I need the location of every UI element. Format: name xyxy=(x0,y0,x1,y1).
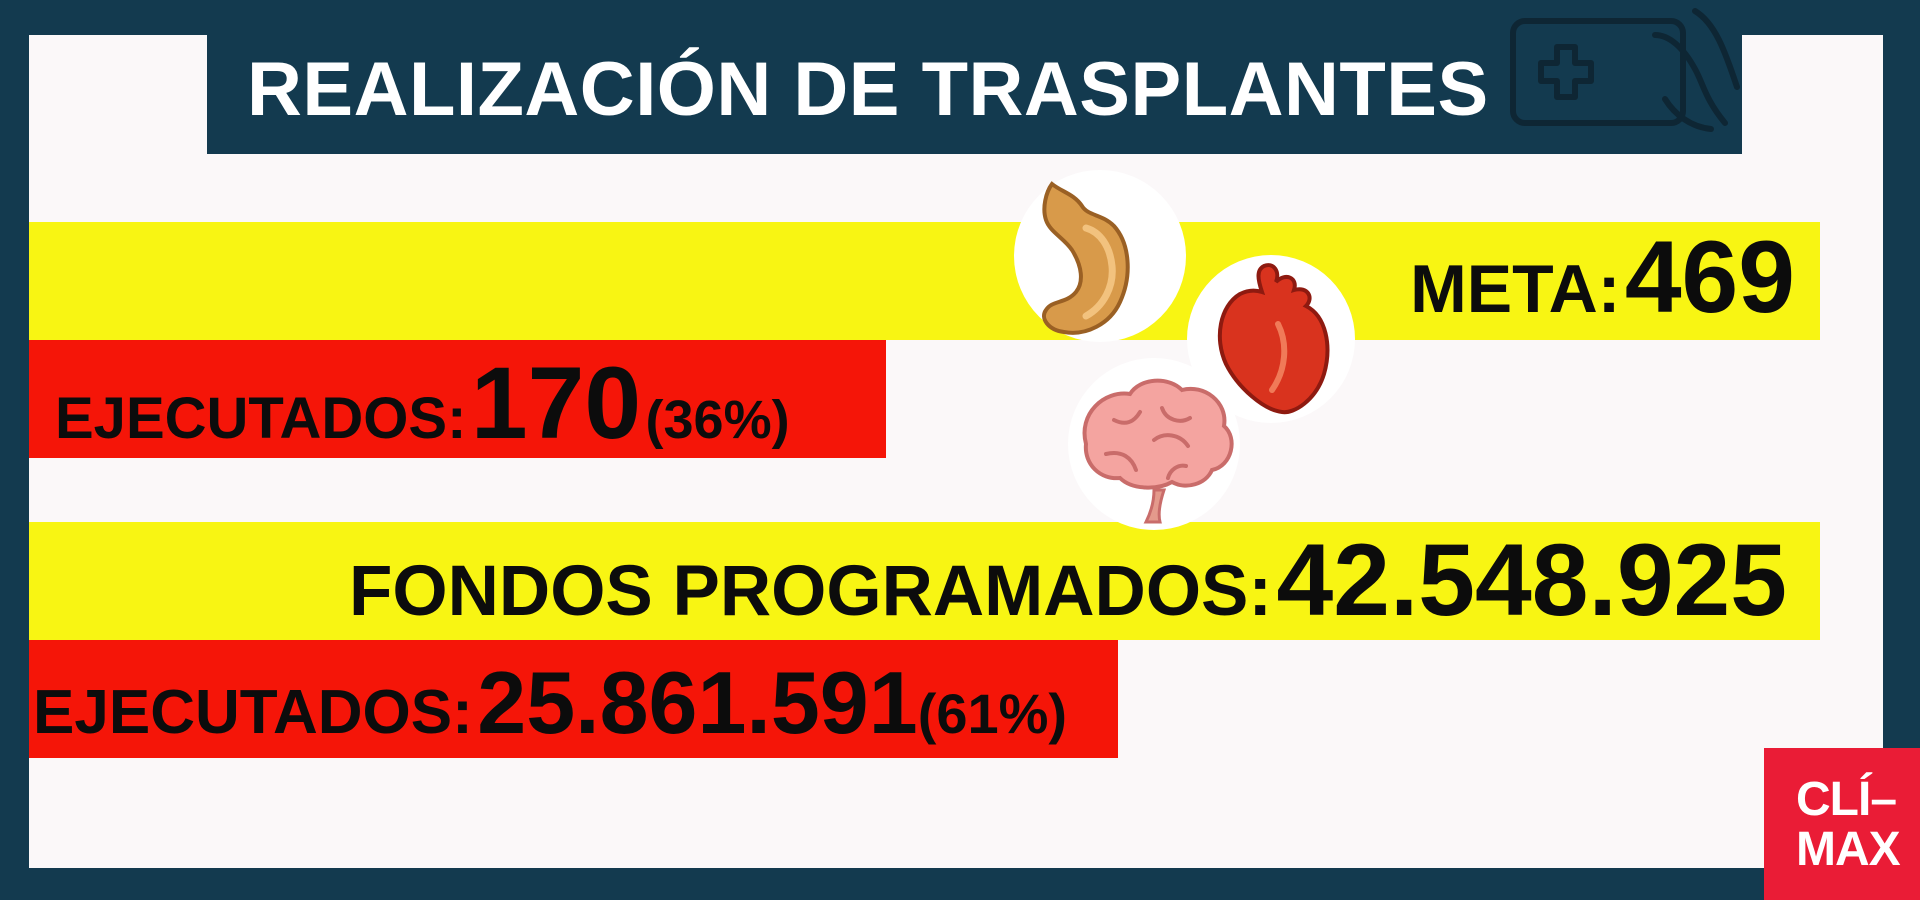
executed-transplants-percent: (36%) xyxy=(645,390,790,450)
programmed-funds-label: FONDOS PROGRAMADOS: xyxy=(349,552,1273,631)
programmed-funds-value: 42.548.925 xyxy=(1276,523,1788,637)
executed-transplants-bar xyxy=(29,340,886,458)
tablet-medical-icon xyxy=(1510,8,1740,132)
executed-transplants-label: EJECUTADOS: xyxy=(55,386,467,451)
executed-funds-value: 25.861.591 xyxy=(477,653,918,752)
logo-line-2: MAX xyxy=(1796,823,1901,876)
programmed-funds-bar xyxy=(29,522,1820,640)
brand-logo: CLÍ– MAX xyxy=(1764,748,1920,900)
meta-label-group: META: 469 xyxy=(1410,222,1795,332)
stomach-icon xyxy=(1014,170,1186,342)
meta-label: META: xyxy=(1410,251,1621,327)
executed-funds-percent: (61%) xyxy=(917,682,1068,745)
executed-funds-label: EJECUTADOS: xyxy=(33,678,473,747)
executed-transplants-value: 170 xyxy=(470,346,642,460)
executed-funds-bar xyxy=(29,640,1118,758)
heart-icon xyxy=(1187,255,1355,423)
meta-bar xyxy=(29,222,1820,340)
brain-icon xyxy=(1068,358,1240,530)
meta-value: 469 xyxy=(1624,220,1795,334)
programmed-funds-label-group: FONDOS PROGRAMADOS: 42.548.925 xyxy=(349,525,1787,635)
page-title: REALIZACIÓN DE TRASPLANTES xyxy=(247,47,1489,132)
executed-funds-label-group: EJECUTADOS: 25.861.591(61%) xyxy=(33,648,1067,758)
logo-line-1: CLÍ– xyxy=(1796,773,1897,826)
title-banner xyxy=(207,35,1742,154)
executed-transplants-label-group: EJECUTADOS: 170 (36%) xyxy=(55,348,790,458)
